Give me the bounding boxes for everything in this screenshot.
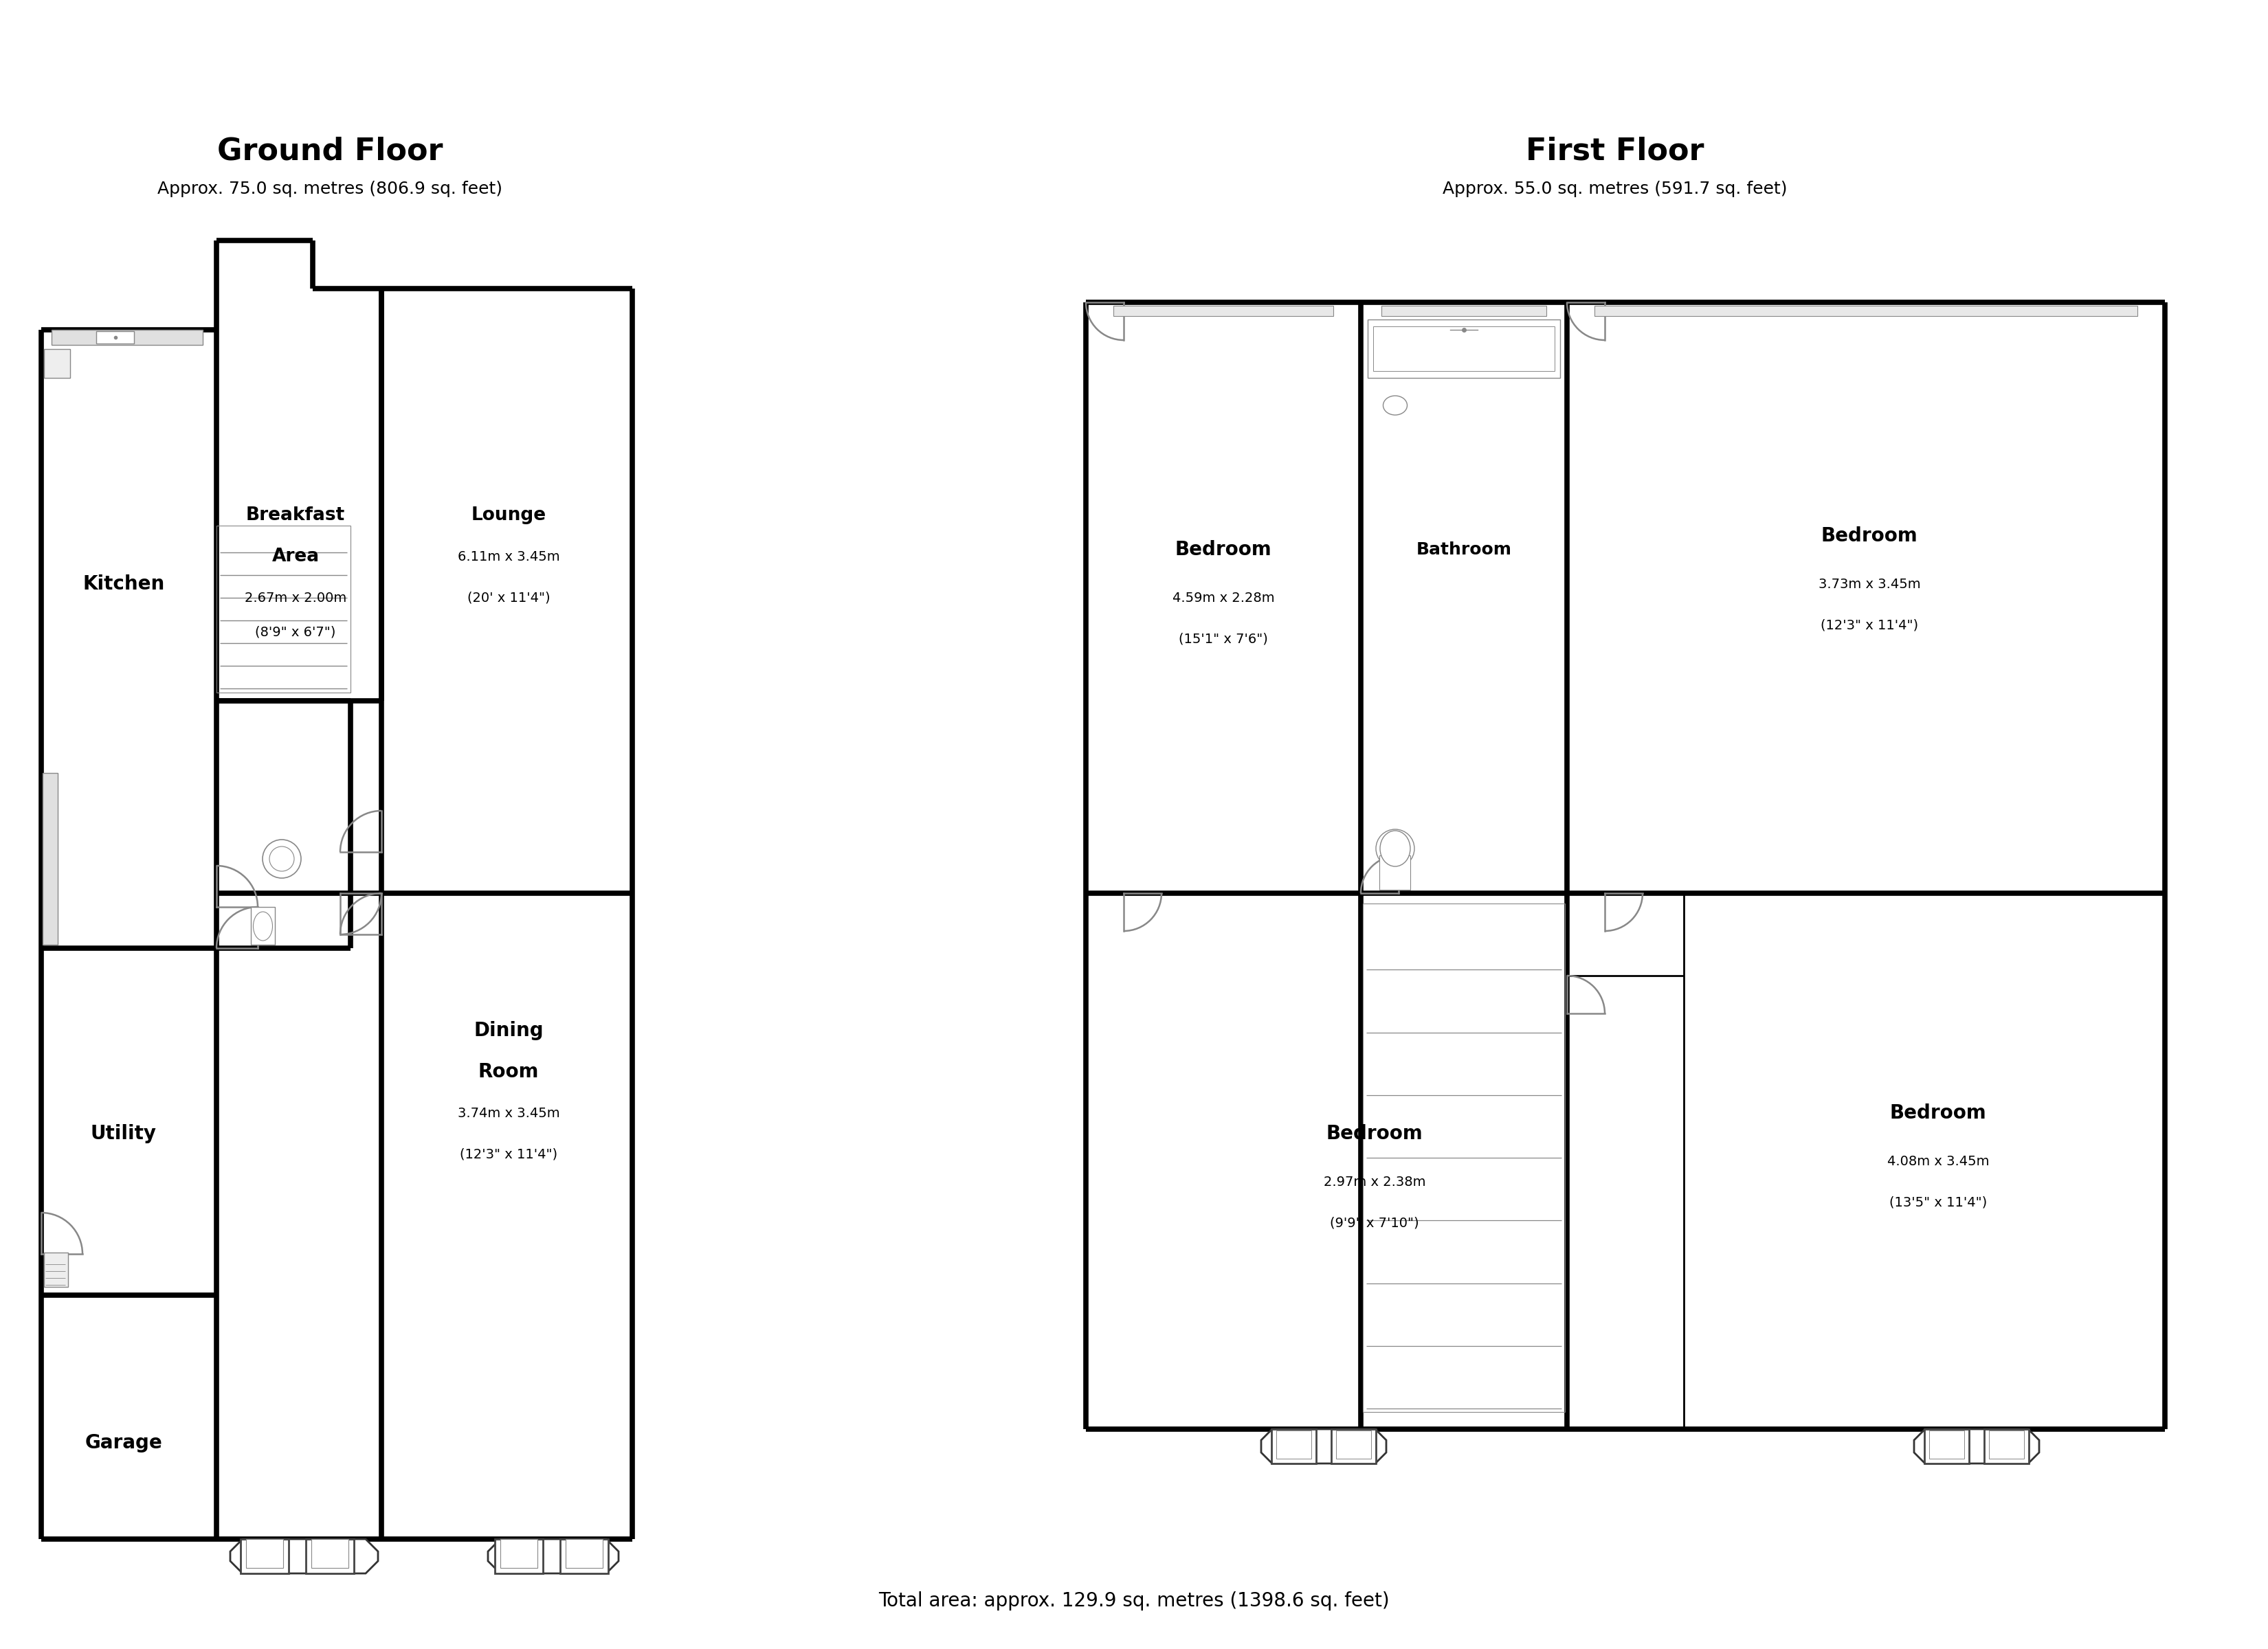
Text: Area: Area <box>272 547 320 566</box>
Text: (20' x 11'4"): (20' x 11'4") <box>467 592 551 604</box>
Text: (12'3" x 11'4"): (12'3" x 11'4") <box>1821 618 1919 632</box>
Text: 4.08m x 3.45m: 4.08m x 3.45m <box>1887 1154 1989 1167</box>
Text: 3.73m x 3.45m: 3.73m x 3.45m <box>1819 577 1921 590</box>
Text: (9'9" x 7'10"): (9'9" x 7'10") <box>1329 1217 1420 1230</box>
Bar <box>1381 305 1547 317</box>
Bar <box>1594 305 2136 317</box>
Text: Bedroom: Bedroom <box>1889 1103 1987 1123</box>
Ellipse shape <box>1379 831 1411 866</box>
Bar <box>215 526 352 693</box>
Text: Breakfast: Breakfast <box>245 506 345 524</box>
Text: (12'3" x 11'4"): (12'3" x 11'4") <box>460 1148 558 1161</box>
Bar <box>306 1539 354 1573</box>
Bar <box>565 1539 603 1568</box>
Text: 3.74m x 3.45m: 3.74m x 3.45m <box>458 1106 560 1120</box>
Bar <box>240 1539 288 1573</box>
Text: Garage: Garage <box>84 1433 163 1453</box>
Bar <box>1272 1430 1315 1464</box>
Bar <box>43 350 70 378</box>
Text: Room: Room <box>479 1062 540 1082</box>
Bar <box>43 773 57 945</box>
Bar <box>245 1539 284 1568</box>
Text: Total area: approx. 129.9 sq. metres (1398.6 sq. feet): Total area: approx. 129.9 sq. metres (13… <box>878 1591 1390 1611</box>
Text: Bedroom: Bedroom <box>1821 526 1919 546</box>
Bar <box>52 330 202 345</box>
Polygon shape <box>231 1539 379 1573</box>
Text: Lounge: Lounge <box>472 506 547 524</box>
Text: Bedroom: Bedroom <box>1327 1125 1422 1143</box>
Text: First Floor: First Floor <box>1526 137 1703 167</box>
Bar <box>95 331 134 343</box>
Bar <box>252 907 274 945</box>
Bar <box>560 1539 608 1573</box>
Text: (13'5" x 11'4"): (13'5" x 11'4") <box>1889 1196 1987 1209</box>
Polygon shape <box>1261 1430 1386 1464</box>
Ellipse shape <box>1383 396 1406 416</box>
Polygon shape <box>1914 1430 2039 1464</box>
Text: Bedroom: Bedroom <box>1175 539 1272 559</box>
Text: 4.59m x 2.28m: 4.59m x 2.28m <box>1173 592 1275 604</box>
Text: (15'1" x 7'6"): (15'1" x 7'6") <box>1179 633 1268 645</box>
Bar <box>1379 856 1411 890</box>
Circle shape <box>270 846 295 871</box>
Text: Kitchen: Kitchen <box>82 574 166 594</box>
Bar <box>494 1539 542 1573</box>
Bar <box>311 1539 349 1568</box>
Text: (8'9" x 6'7"): (8'9" x 6'7") <box>256 625 336 638</box>
Text: Approx. 75.0 sq. metres (806.9 sq. feet): Approx. 75.0 sq. metres (806.9 sq. feet) <box>156 181 503 198</box>
Bar <box>1368 320 1560 378</box>
Bar <box>43 1253 68 1286</box>
Polygon shape <box>488 1539 619 1573</box>
Bar <box>1984 1430 2030 1464</box>
Circle shape <box>1377 829 1415 867</box>
Bar <box>1930 1430 1964 1459</box>
Bar <box>1277 1430 1311 1459</box>
Text: 2.97m x 2.38m: 2.97m x 2.38m <box>1325 1176 1427 1189</box>
Bar <box>1923 1430 1969 1464</box>
Bar <box>1114 305 1334 317</box>
Text: Ground Floor: Ground Floor <box>218 137 442 167</box>
Text: 2.67m x 2.00m: 2.67m x 2.00m <box>245 592 347 604</box>
Text: Approx. 55.0 sq. metres (591.7 sq. feet): Approx. 55.0 sq. metres (591.7 sq. feet) <box>1442 181 1787 198</box>
Bar <box>1331 1430 1377 1464</box>
Bar <box>1336 1430 1372 1459</box>
Bar <box>501 1539 538 1568</box>
Circle shape <box>263 839 302 877</box>
Ellipse shape <box>254 912 272 940</box>
Text: Utility: Utility <box>91 1125 156 1143</box>
Bar <box>1363 904 1565 1412</box>
Bar <box>1989 1430 2023 1459</box>
Text: Bathroom: Bathroom <box>1415 541 1513 557</box>
Bar <box>1372 327 1554 371</box>
Text: Dining: Dining <box>474 1021 544 1041</box>
Text: 6.11m x 3.45m: 6.11m x 3.45m <box>458 551 560 562</box>
